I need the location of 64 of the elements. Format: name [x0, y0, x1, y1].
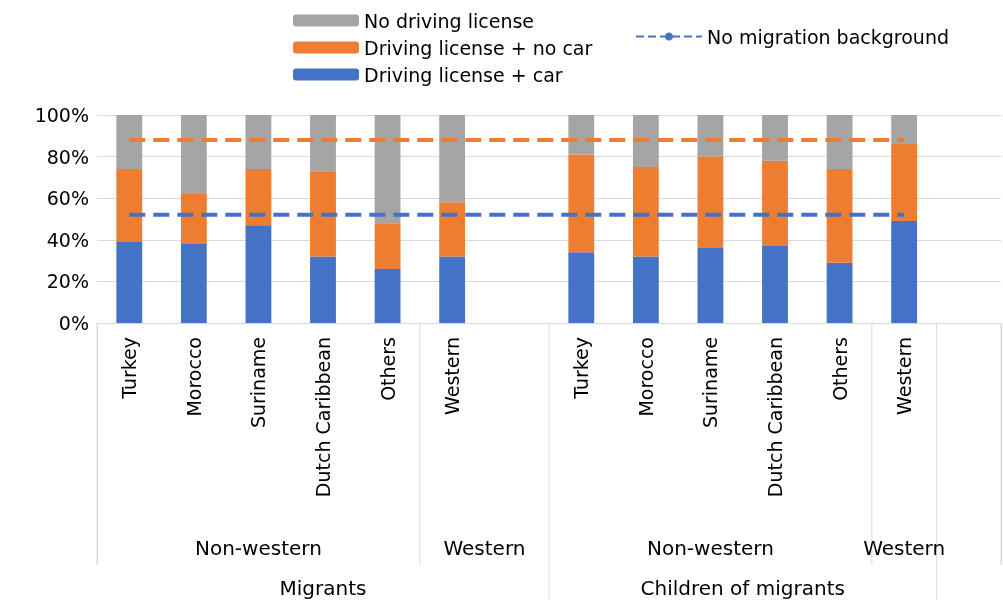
x-tick-label: Others	[828, 337, 851, 401]
bar	[310, 115, 336, 172]
bar	[310, 171, 336, 257]
y-tick-label: 60%	[46, 187, 89, 210]
bar	[891, 115, 918, 145]
y-tick-label: 80%	[46, 145, 89, 168]
bar	[116, 115, 143, 170]
bar	[374, 115, 401, 224]
bar	[632, 115, 659, 167]
bar	[245, 169, 272, 226]
text: Western	[443, 536, 526, 560]
bar	[116, 241, 143, 323]
bar	[697, 115, 724, 157]
bar	[439, 115, 466, 203]
bar	[180, 115, 207, 195]
bar	[762, 115, 788, 161]
x-tick-label: Morocco	[182, 337, 205, 417]
x-tick-label: Suriname	[247, 337, 270, 429]
x-tick-label: Turkey	[118, 337, 141, 400]
bar	[762, 160, 788, 247]
bar	[632, 167, 659, 257]
bar	[568, 252, 595, 323]
text: Children of migrants	[640, 576, 845, 600]
bar	[374, 223, 401, 269]
text: Non-western	[646, 536, 774, 560]
x-tick-label: Turkey	[570, 337, 593, 400]
bar	[245, 115, 272, 170]
text: Migrants	[279, 576, 367, 600]
x-tick-label: Western	[441, 337, 464, 415]
text: Western	[863, 536, 946, 560]
bar	[826, 169, 853, 263]
bar	[180, 243, 207, 323]
bar	[439, 202, 466, 257]
bar	[245, 225, 272, 323]
bar	[697, 156, 724, 249]
bar	[374, 268, 401, 323]
legend-label: No migration background	[707, 25, 949, 48]
bar	[180, 194, 207, 244]
bar	[697, 248, 724, 323]
x-tick-label: Western	[893, 337, 916, 415]
y-tick-label: 100%	[34, 104, 89, 126]
bar	[568, 115, 595, 155]
bar	[826, 262, 853, 323]
x-tick-label: Suriname	[699, 337, 722, 429]
bar	[116, 169, 143, 242]
y-tick-label: 40%	[46, 228, 89, 251]
x-tick-label: Dutch Caribbean	[312, 337, 334, 498]
bar	[762, 246, 788, 323]
x-tick-label: Morocco	[634, 337, 657, 417]
bar	[891, 221, 918, 323]
y-tick-label: 20%	[46, 270, 89, 293]
text: Non-western	[194, 536, 322, 560]
y-tick-label: 0%	[58, 312, 89, 334]
bar	[632, 256, 659, 323]
bar	[826, 115, 853, 170]
x-tick-label: Others	[376, 337, 399, 401]
bar	[310, 256, 336, 323]
legend-label: No driving license	[364, 9, 535, 32]
x-tick-label: Dutch Caribbean	[764, 337, 786, 498]
bar	[891, 144, 918, 222]
bar	[568, 154, 595, 253]
legend-label: Driving license + car	[364, 63, 563, 86]
legend-label: Driving license + no car	[364, 36, 593, 59]
bar	[439, 256, 466, 323]
